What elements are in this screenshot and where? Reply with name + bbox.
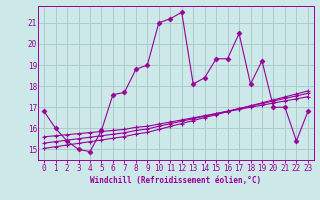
- X-axis label: Windchill (Refroidissement éolien,°C): Windchill (Refroidissement éolien,°C): [91, 176, 261, 185]
